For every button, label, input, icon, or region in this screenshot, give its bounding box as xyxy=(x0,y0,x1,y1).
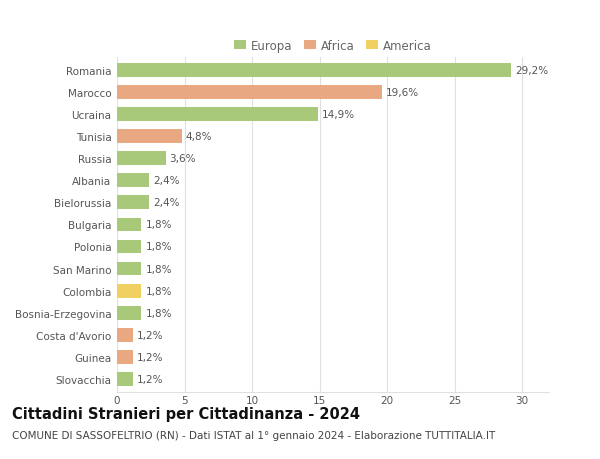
Bar xyxy=(117,372,133,386)
Bar xyxy=(117,328,133,342)
Text: 2,4%: 2,4% xyxy=(154,176,180,186)
Bar xyxy=(117,218,142,232)
Text: 1,8%: 1,8% xyxy=(145,286,172,296)
Bar xyxy=(117,174,149,188)
Text: 1,2%: 1,2% xyxy=(137,330,164,340)
Bar xyxy=(117,306,142,320)
Bar xyxy=(117,152,166,166)
Bar xyxy=(117,196,149,210)
Legend: Europa, Africa, America: Europa, Africa, America xyxy=(230,35,436,57)
Text: 29,2%: 29,2% xyxy=(515,66,548,76)
Text: 1,8%: 1,8% xyxy=(145,308,172,318)
Text: 14,9%: 14,9% xyxy=(322,110,355,120)
Bar xyxy=(117,350,133,364)
Text: 2,4%: 2,4% xyxy=(154,198,180,208)
Bar xyxy=(117,64,511,78)
Bar xyxy=(117,108,318,122)
Bar xyxy=(117,86,382,100)
Text: 1,8%: 1,8% xyxy=(145,220,172,230)
Bar xyxy=(117,130,182,144)
Text: 1,2%: 1,2% xyxy=(137,374,164,384)
Bar xyxy=(117,284,142,298)
Text: 1,8%: 1,8% xyxy=(145,242,172,252)
Text: 3,6%: 3,6% xyxy=(170,154,196,164)
Bar xyxy=(117,262,142,276)
Text: 19,6%: 19,6% xyxy=(386,88,419,98)
Text: 1,2%: 1,2% xyxy=(137,352,164,362)
Text: 4,8%: 4,8% xyxy=(186,132,212,142)
Text: Cittadini Stranieri per Cittadinanza - 2024: Cittadini Stranieri per Cittadinanza - 2… xyxy=(12,406,360,421)
Text: COMUNE DI SASSOFELTRIO (RN) - Dati ISTAT al 1° gennaio 2024 - Elaborazione TUTTI: COMUNE DI SASSOFELTRIO (RN) - Dati ISTAT… xyxy=(12,431,495,441)
Text: 1,8%: 1,8% xyxy=(145,264,172,274)
Bar xyxy=(117,240,142,254)
